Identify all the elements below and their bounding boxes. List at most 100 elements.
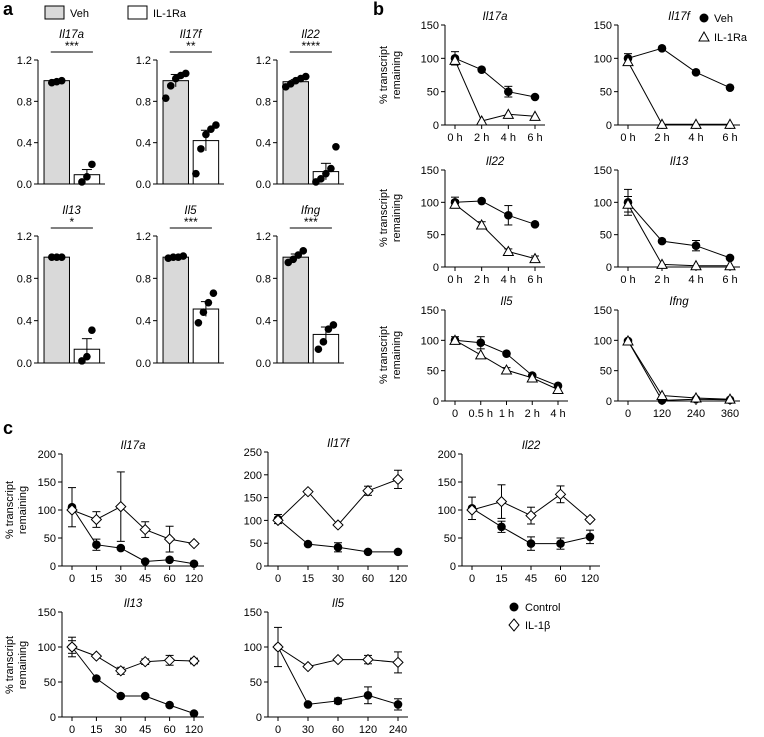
series-line <box>454 200 536 225</box>
y-tick-label: 50 <box>250 677 262 689</box>
data-point <box>474 348 487 360</box>
data-point <box>530 92 540 102</box>
data-point <box>690 118 702 129</box>
data-point <box>57 253 66 261</box>
y-tick-label: 0 <box>256 712 262 724</box>
chart-title: Il13 <box>62 205 81 217</box>
y-tick-label: 100 <box>594 197 612 209</box>
data-point <box>656 118 668 129</box>
x-tick-label: 2 h <box>654 274 669 286</box>
data-point <box>724 393 736 404</box>
series-il-1- <box>272 469 404 531</box>
y-axis-label-line2: remaining <box>391 194 403 242</box>
y-tick-label: 200 <box>38 449 56 461</box>
y-tick-label: 50 <box>44 533 56 545</box>
data-point <box>212 121 220 129</box>
series-line <box>627 204 730 267</box>
legend-c-il1b-marker <box>508 618 520 632</box>
y-tick-label: 0.4 <box>17 316 32 328</box>
data-point <box>90 513 103 526</box>
y-tick-label: 0.8 <box>17 96 32 108</box>
y-axis-label-line1: % transcript <box>4 481 16 539</box>
x-tick-label: 2 h <box>474 132 489 144</box>
data-point <box>556 539 565 548</box>
chart-a-il17f: 0.0 0.4 0.8 1.2 Il17f** <box>136 29 224 191</box>
data-point <box>656 389 668 401</box>
series-line <box>627 47 731 89</box>
x-tick-label: 30 <box>115 724 127 736</box>
bar-veh <box>282 256 309 364</box>
data-point <box>362 485 374 497</box>
data-point <box>116 691 126 701</box>
data-point <box>166 82 175 90</box>
chart-title: Il17a <box>121 440 146 452</box>
significance-label: **** <box>301 39 320 53</box>
series-line <box>277 478 399 526</box>
y-tick-label: 0.0 <box>136 358 151 370</box>
y-tick-label: 1.2 <box>256 55 271 67</box>
y-tick-label: 100 <box>594 53 612 65</box>
data-point <box>475 114 488 126</box>
series-line <box>71 506 195 565</box>
chart-title: Il17f <box>668 11 692 23</box>
chart-title: Il17f <box>180 29 204 41</box>
series-il-1ra <box>622 55 736 129</box>
chart-title: Ifng <box>669 296 689 308</box>
data-point <box>502 349 511 358</box>
x-tick-label: 6 h <box>722 274 737 286</box>
data-point <box>197 145 205 153</box>
chart-title: Il17a <box>483 11 508 23</box>
series-il-1ra <box>622 196 736 271</box>
chart-title: Il5 <box>332 598 345 610</box>
y-tick-label: 100 <box>244 642 262 654</box>
x-tick-label: 0 <box>452 408 458 420</box>
x-tick-label: 6 h <box>722 132 737 144</box>
y-axis-label: % transcript remaining <box>378 46 403 104</box>
charts: 0.00.40.81.2Il17a***0.00.40.81.2Il17f**0… <box>4 11 740 736</box>
y-tick-label: 100 <box>38 642 56 654</box>
bar-veh <box>162 256 189 364</box>
data-point <box>690 259 702 271</box>
series-il-1- <box>466 484 596 526</box>
y-tick-label: 0.4 <box>17 138 32 150</box>
x-tick-label: 45 <box>525 573 537 585</box>
data-point <box>66 641 78 653</box>
y-tick-label: 0 <box>606 120 612 132</box>
data-point <box>526 371 539 383</box>
legend-a-il1ra-swatch <box>127 5 148 20</box>
y-tick-label: 200 <box>438 449 456 461</box>
data-point <box>691 68 701 77</box>
series-veh <box>450 196 540 229</box>
x-tick-label: 1 h <box>499 408 514 420</box>
data-point <box>657 236 667 246</box>
series-il-1ra <box>622 334 736 404</box>
y-tick-label: 0 <box>256 561 262 573</box>
data-point <box>392 473 404 486</box>
y-tick-label: 50 <box>427 230 439 242</box>
series-line <box>71 646 195 672</box>
x-tick-label: 0 <box>69 724 75 736</box>
y-tick-label: 150 <box>421 165 439 177</box>
bar-veh <box>43 80 70 185</box>
data-point <box>140 691 150 701</box>
y-axis-label-line1: % transcript <box>378 46 390 104</box>
data-point <box>189 709 199 718</box>
x-tick-label: 4 h <box>550 408 565 420</box>
y-tick-label: 0.4 <box>136 316 151 328</box>
data-point <box>163 533 176 545</box>
y-tick-label: 150 <box>594 305 612 317</box>
data-point <box>529 110 541 121</box>
x-tick-label: 60 <box>554 573 566 585</box>
chart-c-il5: 0 50 100 150 0 30 60 120 240 Il5 <box>244 598 408 736</box>
chart-b-il22: 0 50 100 150 0 h 2 h 4 h 6 h Il22 % transcript rem… <box>378 156 545 286</box>
legend-b: Veh IL-1Ra <box>698 13 748 44</box>
data-point <box>476 338 486 348</box>
chart-title: Il22 <box>301 29 320 41</box>
data-point <box>115 500 127 513</box>
data-point <box>289 255 298 264</box>
x-tick-label: 120 <box>185 573 203 585</box>
y-tick-label: 150 <box>421 20 439 32</box>
data-point <box>495 495 508 508</box>
legend-b-il1ra-marker <box>698 30 710 42</box>
x-tick-label: 30 <box>332 573 344 585</box>
